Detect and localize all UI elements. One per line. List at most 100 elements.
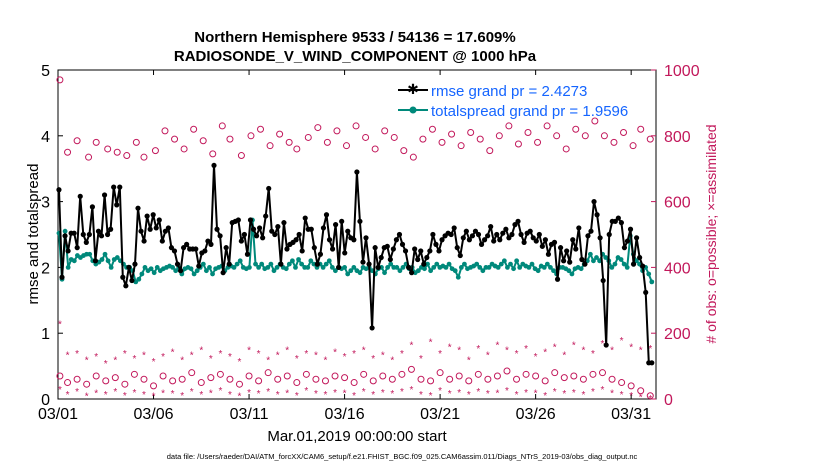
rmse-point [475, 231, 482, 238]
totalspread-point [544, 261, 550, 267]
y-axis-label: rmse and totalspread [25, 164, 42, 305]
rmse-point [573, 246, 579, 252]
obs-assimilated-point: * [467, 356, 471, 367]
totalspread-point [431, 265, 437, 270]
rmse-point [375, 264, 381, 270]
obs-assimilated-point: * [66, 351, 70, 362]
line-series [56, 162, 655, 366]
totalspread-point [148, 266, 154, 272]
rmse-point [238, 238, 244, 244]
rmse-point [114, 202, 120, 208]
obs-possible-point [85, 153, 93, 161]
totalspread-point [618, 257, 624, 262]
rmse-point [557, 245, 564, 251]
obs-possible-point [427, 377, 435, 385]
totalspread-point [305, 265, 311, 270]
totalspread-point [443, 265, 449, 270]
obs-possible-point [484, 375, 492, 383]
totalspread-point [446, 261, 452, 267]
totalspread-point [342, 265, 348, 270]
obs-possible-point [514, 140, 522, 148]
obs-assimilated-point: * [304, 349, 308, 360]
x-tick-label: 03/11 [230, 406, 269, 423]
obs-assimilated-point: * [247, 388, 251, 399]
rmse-point [193, 246, 199, 252]
rmse-point [101, 192, 108, 198]
totalspread-point [422, 266, 427, 272]
rmse-point [640, 263, 646, 269]
obs-possible-point [264, 369, 272, 377]
totalspread-point [529, 261, 535, 267]
rmse-point [117, 184, 123, 190]
obs-possible-point [400, 147, 408, 155]
obs-assimilated-point: * [314, 389, 318, 400]
obs-assimilated-point: * [524, 344, 528, 355]
obs-possible-point [381, 127, 389, 135]
obs-assimilated-point: * [476, 387, 480, 398]
obs-possible-point [493, 372, 501, 380]
totalspread-point [231, 265, 237, 270]
obs-assimilated-point: * [581, 390, 585, 401]
obs-assimilated-point: * [381, 388, 385, 399]
totalspread-point [415, 268, 421, 274]
obs-assimilated-point: * [362, 346, 366, 357]
obs-assimilated-point: * [94, 388, 98, 399]
obs-assimilated-point: * [620, 336, 624, 347]
rmse-point [603, 342, 609, 348]
obs-possible-point [532, 372, 540, 380]
obs-possible-point [600, 132, 608, 140]
obs-assimilated-point: * [515, 349, 519, 360]
rmse-point [226, 261, 232, 267]
obs-possible-point [589, 370, 597, 378]
obs-assimilated-point: * [610, 388, 614, 399]
rmse-point [521, 239, 527, 245]
rmse-point [366, 261, 372, 267]
obs-possible-point [646, 392, 654, 400]
rmse-point [95, 228, 102, 234]
totalspread-point [541, 265, 547, 270]
x-tick-label: 03/31 [611, 406, 651, 423]
totalspread-point [400, 265, 406, 270]
rmse-point [530, 235, 536, 241]
obs-assimilated-point: * [352, 391, 356, 402]
obs-possible-point [341, 374, 349, 382]
rmse-point [253, 233, 260, 239]
obs-possible-point [495, 132, 503, 140]
rmse-point [488, 224, 494, 230]
obs-assimilated-point: * [438, 349, 442, 360]
footer-data-file: data file: /Users/raeder/DAI/ATM_forcXX/… [167, 452, 638, 461]
obs-assimilated-point: * [199, 346, 203, 357]
obs-assimilated-point: * [543, 347, 547, 358]
obs-possible-point [111, 374, 119, 382]
obs-assimilated-point: * [429, 391, 433, 402]
rmse-point [633, 235, 640, 241]
rmse-point [387, 256, 393, 263]
obs-possible-point [646, 135, 654, 143]
obs-possible-point [342, 142, 350, 150]
chart-title-line2: RADIOSONDE_V_WIND_COMPONENT @ 1000 hPa [174, 48, 537, 65]
obs-assimilated-point: * [390, 356, 394, 367]
totalspread-point [87, 251, 93, 257]
obs-assimilated-point: * [534, 388, 538, 399]
rmse-point [202, 248, 208, 254]
obs-possible-point [637, 387, 645, 395]
rmse-point [263, 213, 269, 219]
rmse-point [561, 258, 567, 264]
rmse-point [314, 261, 320, 267]
obs-possible-point [474, 370, 482, 378]
rmse-point [281, 220, 287, 226]
obs-possible-point [599, 369, 607, 377]
obs-assimilated-point: * [400, 349, 404, 360]
totalspread-point [474, 261, 480, 267]
obs-possible-point [169, 377, 177, 385]
rmse-point [369, 325, 375, 331]
totalspread-point [290, 258, 295, 264]
obs-assimilated-point: * [58, 385, 62, 396]
totalspread-point [455, 274, 461, 280]
rmse-point [533, 238, 539, 244]
rmse-point [144, 213, 150, 219]
obs-assimilated-point: * [171, 389, 175, 400]
totalspread-point [382, 270, 387, 276]
totalspread-point [274, 265, 280, 270]
totalspread-point [105, 258, 111, 264]
